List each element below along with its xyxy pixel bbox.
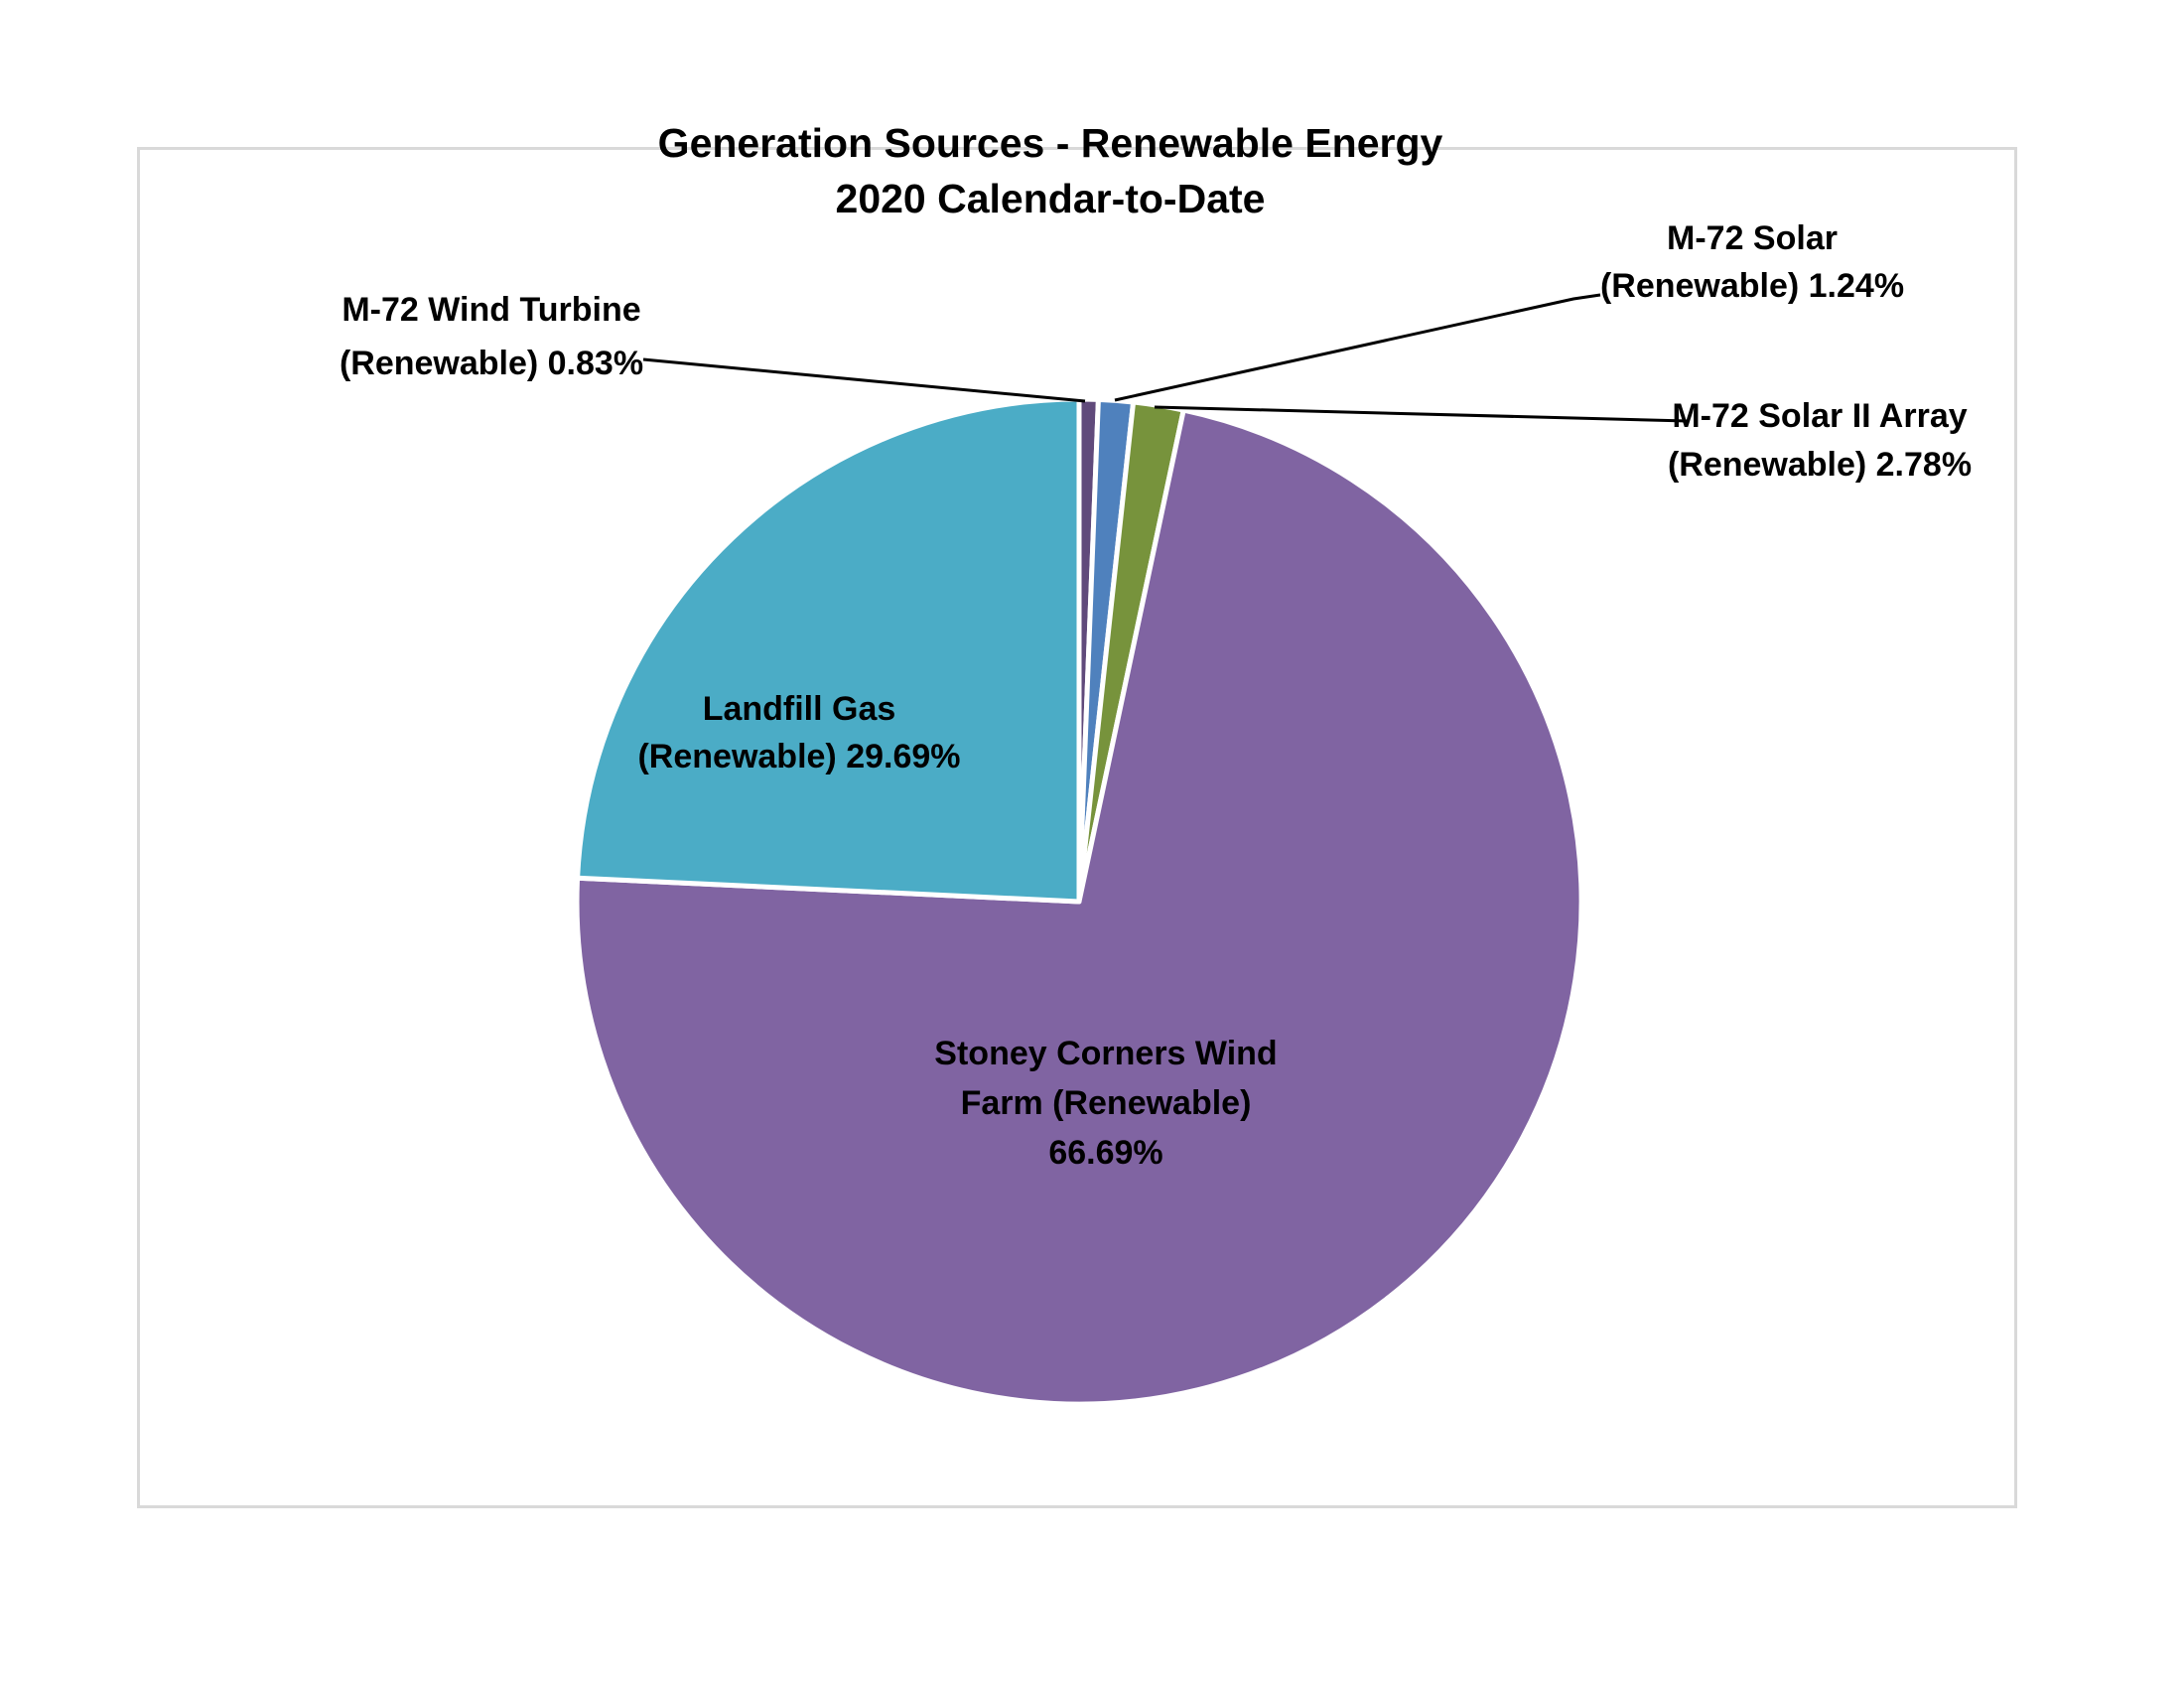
- chart-title-line1: Generation Sources - Renewable Energy: [657, 120, 1443, 166]
- callout-solar2: M-72 Solar II Array (Renewable) 2.78%: [1668, 392, 1972, 490]
- leader-line-solar2: [1154, 405, 1689, 423]
- callout-solar-line2: (Renewable) 1.24%: [1599, 267, 1905, 305]
- callout-solar2-line1: M-72 Solar II Array: [1672, 397, 1968, 435]
- callout-wind-turbine-line2: (Renewable) 0.83%: [339, 345, 644, 382]
- callout-solar2-line2: (Renewable) 2.78%: [1667, 446, 1973, 484]
- leader-line-solar: [1114, 293, 1601, 402]
- callout-wind-turbine-line1: M-72 Wind Turbine: [341, 291, 641, 329]
- label-landfill-gas: Landfill Gas (Renewable) 29.69%: [637, 685, 960, 780]
- callout-solar: M-72 Solar (Renewable) 1.24%: [1600, 214, 1904, 310]
- chart-title: Generation Sources - Renewable Energy 20…: [658, 115, 1443, 226]
- label-stoney-corners-line3: 66.69%: [1048, 1134, 1163, 1172]
- label-stoney-corners-line1: Stoney Corners Wind: [934, 1035, 1278, 1072]
- chart-title-line2: 2020 Calendar-to-Date: [835, 176, 1266, 221]
- pie: [574, 396, 1584, 1407]
- leader-line-wind-turbine: [642, 357, 1086, 403]
- callout-solar-line1: M-72 Solar: [1667, 219, 1838, 257]
- pie-slice-4: [574, 407, 1584, 1407]
- label-landfill-gas-line2: (Renewable) 29.69%: [637, 738, 961, 775]
- callout-wind-turbine: M-72 Wind Turbine (Renewable) 0.83%: [340, 283, 643, 390]
- label-stoney-corners-line2: Farm (Renewable): [960, 1084, 1252, 1122]
- pie-slice-5: [575, 396, 1082, 905]
- label-landfill-gas-line1: Landfill Gas: [702, 690, 896, 728]
- label-stoney-corners: Stoney Corners Wind Farm (Renewable) 66.…: [934, 1029, 1277, 1178]
